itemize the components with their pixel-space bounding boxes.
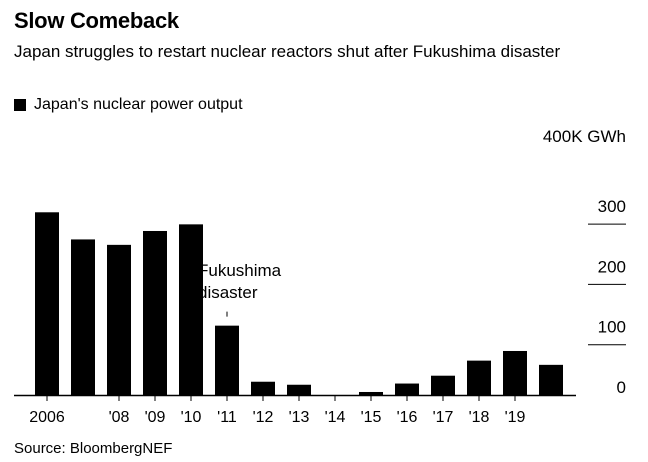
x-tick-label-2014: '14 — [325, 409, 346, 426]
bar-2017 — [431, 375, 455, 395]
y-tick-label-200: 200 — [598, 257, 626, 276]
x-tick-label-2010: '10 — [181, 409, 202, 426]
legend-swatch — [14, 99, 26, 111]
chart-title: Slow Comeback — [14, 8, 179, 33]
bar-2007 — [71, 239, 95, 395]
x-tick-label-2008: '08 — [109, 409, 130, 426]
y-tick-label-300: 300 — [598, 197, 626, 216]
bar-2019 — [503, 350, 527, 395]
y-unit-label: 400K GWh — [543, 127, 626, 146]
annotation-text-0: Fukushima — [198, 261, 282, 280]
bar-2018 — [467, 360, 491, 395]
annotation-text-1: disaster — [198, 283, 258, 302]
x-tick-label-2012: '12 — [253, 409, 274, 426]
legend: Japan's nuclear power output — [14, 96, 243, 114]
x-tick-label-2017: '17 — [433, 409, 454, 426]
bar-2013 — [287, 384, 311, 395]
bar-2008 — [107, 244, 131, 395]
x-tick-label-2013: '13 — [289, 409, 310, 426]
x-tick-label-2016: '16 — [397, 409, 418, 426]
bar-2020 — [539, 364, 563, 395]
bar-2010 — [179, 224, 203, 395]
x-tick-label-2006: 2006 — [29, 409, 65, 426]
x-tick-label-2015: '15 — [361, 409, 382, 426]
legend-label: Japan's nuclear power output — [34, 96, 243, 113]
y-tick-label-100: 100 — [598, 318, 626, 337]
x-tick-label-2018: '18 — [469, 409, 490, 426]
bar-2009 — [143, 230, 167, 395]
bar-2011 — [215, 325, 239, 395]
y-tick-label-0: 0 — [617, 378, 626, 397]
x-tick-label-2009: '09 — [145, 409, 166, 426]
source-note: Source: BloombergNEF — [14, 440, 173, 457]
bar-2016 — [395, 383, 419, 395]
x-tick-label-2019: '19 — [505, 409, 526, 426]
chart-subtitle: Japan struggles to restart nuclear react… — [14, 42, 561, 61]
bar-2006 — [35, 212, 59, 395]
bar-2012 — [251, 381, 275, 395]
x-tick-label-2011: '11 — [217, 409, 237, 426]
bar-2015 — [359, 391, 383, 395]
